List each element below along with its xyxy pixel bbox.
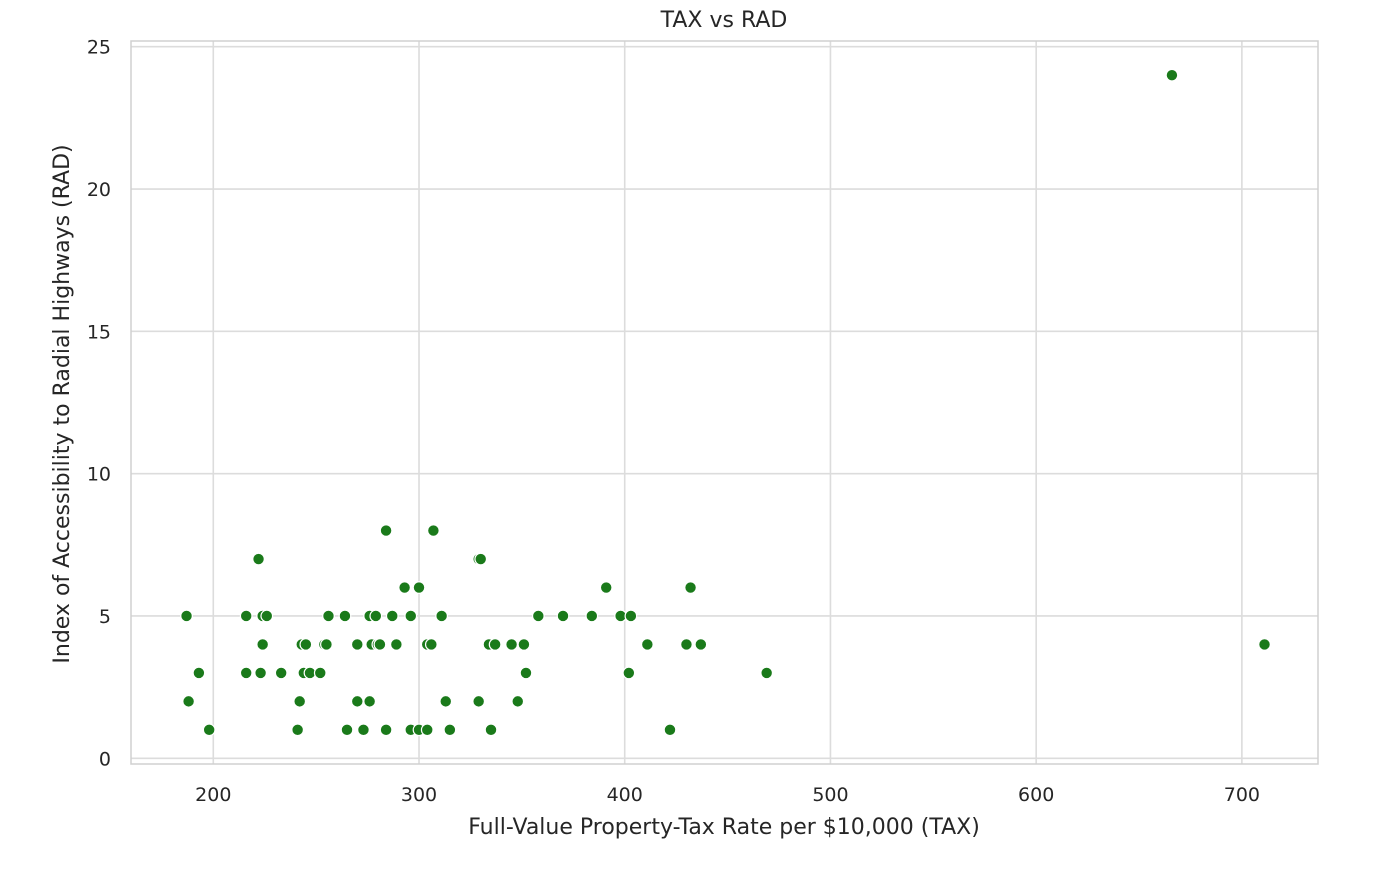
data-point [412,581,426,594]
y-tick-label: 5 [99,606,111,628]
data-point [260,609,274,623]
data-point [379,524,393,537]
data-point [484,723,498,737]
data-point [519,666,533,680]
x-tick-labels: 200 300 400 500 600 700 [195,784,1260,806]
data-point [239,609,253,623]
data-point [505,638,518,651]
data-point [517,638,531,651]
data-point [531,609,545,623]
data-point [585,609,599,623]
data-point [256,638,270,651]
data-point [350,694,364,708]
data-point [322,609,335,623]
x-tick-label: 300 [401,784,437,806]
data-point [435,609,449,623]
y-tick-label: 25 [87,37,111,59]
data-point [556,609,570,623]
chart-title: TAX vs RAD [660,8,788,33]
data-point [663,723,677,737]
data-point [424,638,438,651]
y-tick-labels: 0 5 10 15 20 25 [87,37,111,771]
data-point [443,723,457,737]
data-point [624,609,638,623]
data-point [369,609,383,623]
data-point [202,723,216,737]
x-tick-label: 400 [607,784,643,806]
data-point [511,694,525,708]
plot-frame [130,40,1319,765]
data-point [694,638,708,651]
grid-lines [131,41,1318,764]
data-point [350,638,364,651]
data-point [340,723,354,737]
data-point [379,723,393,737]
data-point [291,723,305,737]
data-point [299,638,313,651]
data-points [180,68,1271,737]
data-point [313,666,327,680]
data-point [363,694,377,708]
y-tick-label: 20 [87,179,111,201]
data-point [338,609,352,623]
data-point [239,666,253,680]
x-axis-label: Full-Value Property-Tax Rate per $10,000… [468,815,980,840]
data-point [640,638,654,651]
data-point [684,581,697,594]
data-point [439,694,453,708]
data-point [254,666,268,680]
x-tick-label: 600 [1018,784,1054,806]
data-point [182,694,196,708]
data-point [622,666,636,680]
data-point [385,609,399,623]
data-point [760,666,774,680]
data-point [252,552,265,566]
data-point [680,638,693,651]
y-axis-label: Index of Accessibility to Radial Highway… [50,144,75,663]
data-point [274,666,288,680]
x-tick-label: 500 [812,784,848,806]
data-point [404,609,418,623]
data-point [373,638,387,651]
data-point [389,638,403,651]
data-point [320,638,333,651]
x-tick-label: 200 [195,784,231,806]
data-point [398,581,412,594]
data-point [472,694,486,708]
data-point [180,609,193,623]
data-point [357,723,370,737]
x-tick-label: 700 [1224,784,1260,806]
data-point [192,666,206,680]
data-point [1258,638,1271,651]
data-point [488,638,502,651]
y-tick-label: 15 [87,321,111,343]
plot-area [131,41,1318,764]
data-point [420,723,434,737]
data-point [427,524,440,537]
data-point [293,694,307,708]
y-tick-label: 10 [87,464,111,486]
data-point [599,581,613,594]
data-point [1165,68,1179,82]
y-tick-label: 0 [99,748,111,770]
data-point [474,552,488,566]
